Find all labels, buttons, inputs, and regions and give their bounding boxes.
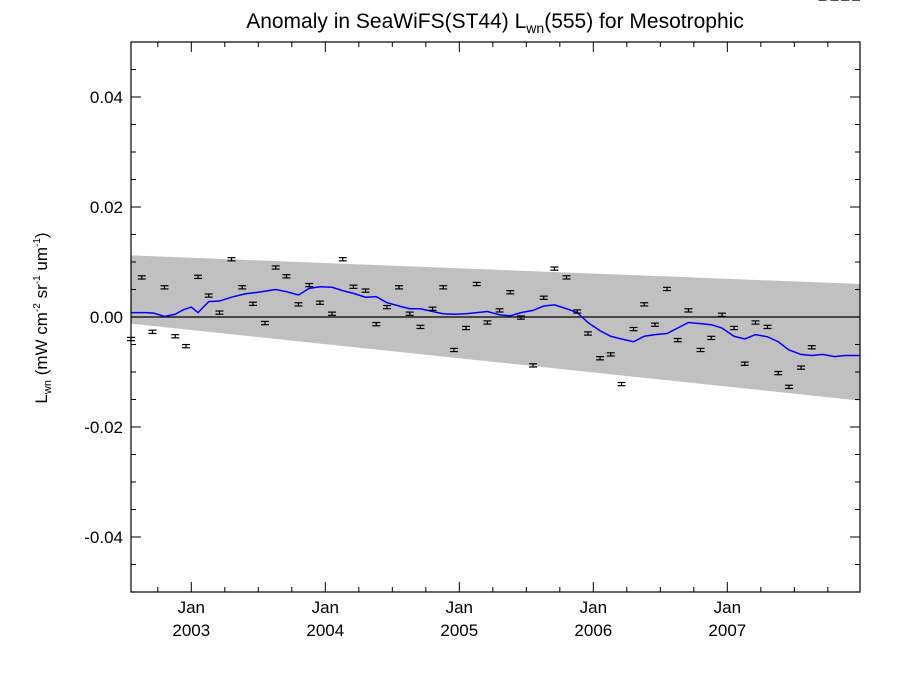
data-point [194,274,203,280]
data-point [807,345,816,350]
data-point [684,308,693,313]
data-point [472,281,481,287]
data-point [539,295,548,300]
data-point [506,290,515,295]
data-point [550,266,559,271]
x-tick-label-year: 2007 [708,621,746,640]
data-point [596,356,605,361]
data-point [449,347,458,353]
data-point [751,320,760,325]
data-point [439,285,448,290]
data-point [428,306,437,311]
data-point [730,325,739,331]
data-point [227,257,236,262]
data-point [349,284,358,289]
data-point [495,308,504,313]
x-tick-label-month: Jan [714,598,741,617]
data-point [238,285,247,290]
data-point [361,288,370,293]
data-point [294,302,303,307]
data-point [315,300,324,305]
data-point [382,304,391,310]
x-tick-label-year: 2006 [574,621,612,640]
x-tick-label-year: 2003 [172,621,210,640]
data-point [181,343,190,349]
x-tick-label-month: Jan [312,598,339,617]
x-tick-label-month: Jan [178,598,205,617]
data-point [784,384,793,390]
data-point [483,320,492,325]
data-point [516,315,525,320]
x-tick-label-year: 2004 [306,621,344,640]
data-point [416,324,425,330]
data-points [127,0,860,390]
data-point [696,347,705,353]
data-point [650,322,659,327]
data-point [529,363,538,368]
data-point [372,321,381,327]
data-point [774,370,783,376]
data-point [204,293,213,298]
data-point [137,275,146,280]
data-point [562,275,571,280]
y-tick-label: 0.04 [90,88,123,107]
y-tick-label: -0.02 [84,418,123,437]
data-point [261,320,270,326]
uncertainty-band [131,255,860,401]
smoothed-series-line [131,285,860,358]
plot-frame [130,41,861,593]
y-tick-label: -0.04 [84,528,123,547]
data-point [573,309,582,314]
data-point [171,334,180,339]
data-point [583,331,592,336]
data-point [148,329,157,335]
x-tick-label-month: Jan [580,598,607,617]
data-point [717,312,726,317]
chart-title: Anomaly in SeaWiFS(ST44) Lwn(555) for Me… [246,10,744,36]
data-point [328,311,337,316]
data-point [282,274,291,279]
data-point [462,325,471,331]
data-point [271,265,280,270]
data-point [160,285,169,290]
y-axis-label: Lwn (mW cm-2 sr-1 um-1) [32,232,54,403]
data-point [640,302,649,307]
x-tick-label-month: Jan [446,598,473,617]
y-tick-label: 0.02 [90,198,123,217]
data-point [763,324,772,330]
data-point [305,282,314,288]
x-tick-label-year: 2005 [440,621,478,640]
y-tick-label: 0.00 [90,308,123,327]
axis-ticks [131,41,860,593]
data-point [606,352,615,357]
data-point [663,286,672,292]
data-point [707,335,716,341]
data-point [673,337,682,343]
data-point [338,257,347,262]
data-point [629,326,638,332]
data-point [405,311,414,316]
plot-area [127,0,861,593]
data-point [248,301,257,306]
data-point [395,285,404,290]
data-point [215,310,224,315]
data-point [740,361,749,366]
data-point [797,365,806,370]
x-axis-tick-labels: Jan 2003 Jan 2004 Jan 2005 Jan 2006 Jan 2007 [172,598,746,640]
data-point [617,381,626,387]
y-axis-tick-labels: 0.04 0.02 0.00 -0.02 -0.04 [84,88,123,547]
